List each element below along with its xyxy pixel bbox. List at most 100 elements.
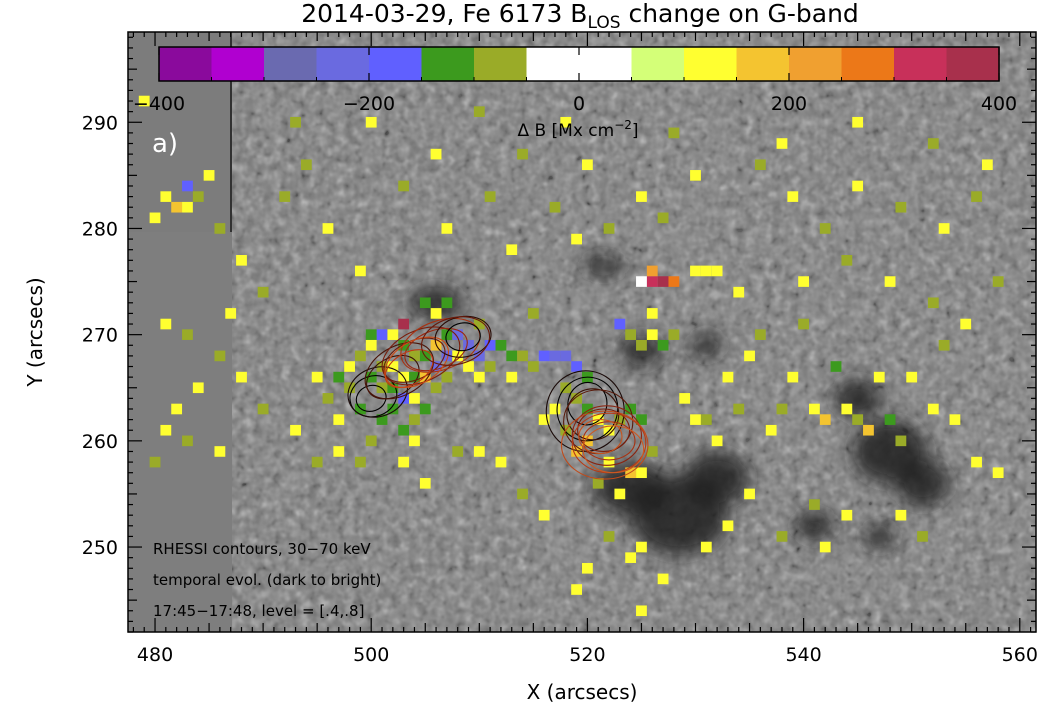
delta-b-pixel-49 [473, 371, 485, 383]
delta-b-pixel-128 [776, 531, 788, 542]
delta-b-pixel-40 [344, 361, 355, 372]
colorbar-cell-1 [211, 47, 265, 81]
delta-b-pixel-208 [927, 138, 939, 149]
delta-b-pixel-35 [419, 371, 431, 383]
delta-b-pixel-175 [300, 159, 312, 171]
delta-b-pixel-33 [387, 361, 399, 372]
delta-b-pixel-2 [398, 393, 410, 404]
delta-b-pixel-151 [236, 371, 247, 383]
delta-b-pixel-51 [322, 393, 334, 404]
delta-b-pixel-103 [744, 350, 755, 362]
rhessi-contour-layer [347, 315, 649, 480]
delta-b-pixel-136 [571, 584, 582, 595]
delta-b-pixel-90 [636, 276, 647, 287]
delta-b-pixel-135 [636, 605, 647, 617]
delta-b-pixel-178 [441, 223, 453, 234]
delta-b-pixel-194 [798, 276, 809, 287]
delta-b-pixel-104 [765, 424, 777, 436]
y-tick-label-3: 280 [82, 218, 118, 240]
delta-b-pixel-180 [506, 244, 518, 256]
colorbar-cell-12 [789, 47, 843, 81]
annotation-line-1: RHESSI contours, 30−70 keV [153, 540, 371, 558]
colorbar-cell-5 [421, 47, 475, 81]
colorbar-tick-label-3: 200 [771, 93, 807, 115]
delta-b-pixel-30 [571, 361, 582, 372]
delta-b-pixel-142 [473, 446, 485, 457]
delta-b-pixel-207 [852, 116, 864, 128]
rhessi-contour-13 [421, 316, 491, 366]
delta-b-pixel-80 [646, 446, 658, 457]
delta-b-pixel-39 [409, 393, 420, 404]
delta-b-pixel-185 [657, 212, 669, 224]
left-strip [128, 232, 232, 632]
x-tick-label-4: 560 [1002, 644, 1038, 666]
delta-b-pixel-85 [646, 308, 658, 319]
delta-b-pixel-148 [311, 456, 323, 468]
delta-b-pixel-20 [452, 329, 464, 340]
delta-b-pixel-192 [938, 223, 950, 234]
delta-b-pixel-87 [646, 276, 658, 287]
delta-b-pixel-43 [387, 329, 399, 340]
colorbar-tick-label-1: −200 [343, 93, 395, 115]
delta-b-pixel-10 [398, 424, 410, 436]
colorbar-cells [159, 47, 1000, 81]
sunspot-9 [582, 255, 626, 277]
delta-b-pixel-197 [927, 297, 939, 309]
delta-b-pixel-61 [506, 371, 518, 383]
delta-b-pixel-48 [441, 371, 453, 383]
delta-b-pixel-149 [290, 424, 301, 436]
delta-b-pixel-82 [646, 329, 658, 340]
delta-b-pixel-147 [333, 446, 345, 457]
delta-b-pixel-70 [636, 414, 647, 425]
delta-b-pixel-129 [744, 488, 755, 500]
colorbar-cell-15 [946, 47, 1000, 81]
delta-b-pixel-209 [981, 159, 993, 171]
delta-b-pixel-17 [441, 329, 453, 340]
colorbar-label: Δ B [Mx cm−2] [517, 118, 638, 141]
delta-b-pixel-53 [333, 414, 345, 425]
y-axis: 250 260 270 280 290 [82, 36, 1036, 633]
delta-b-pixel-206 [290, 116, 301, 128]
delta-b-pixel-109 [819, 414, 831, 425]
delta-b-pixel-170 [225, 308, 237, 319]
delta-b-pixel-83 [657, 339, 669, 351]
delta-b-pixel-25 [506, 350, 518, 362]
rhessi-contour-9 [384, 349, 434, 389]
colorbar-tick-label-2: 0 [573, 93, 585, 115]
delta-b-pixel-7 [333, 371, 345, 383]
y-tick-label-4: 290 [82, 112, 118, 134]
delta-b-pixel-172 [160, 318, 172, 330]
sunspot-5 [833, 379, 882, 418]
delta-b-pixel-86 [657, 276, 669, 287]
delta-b-pixel-189 [819, 223, 831, 234]
annotation-block: RHESSI contours, 30−70 keV temporal evol… [153, 540, 381, 620]
delta-b-pixel-132 [636, 541, 647, 553]
colorbar-cell-13 [841, 47, 895, 81]
rhessi-contour-14 [567, 381, 608, 426]
delta-b-pixel-165 [214, 223, 226, 234]
delta-b-pixel-188 [787, 191, 799, 202]
delta-b-pixel-163 [192, 191, 204, 202]
delta-b-pixel-133 [625, 552, 637, 563]
delta-b-pixel-108 [809, 403, 820, 415]
delta-b-pixel-81 [636, 339, 647, 351]
sunspot-11 [690, 332, 723, 359]
delta-b-pixel-75 [636, 467, 647, 479]
delta-b-pixel-155 [160, 424, 172, 436]
delta-b-pixel-126 [917, 531, 928, 542]
delta-b-pixel-190 [852, 180, 864, 192]
delta-b-pixel-57 [419, 297, 431, 309]
colorbar-cell-7 [526, 47, 580, 81]
delta-b-pixel-101 [711, 435, 723, 447]
sunspot-4 [895, 459, 950, 507]
x-tick-label-1: 500 [353, 644, 389, 666]
delta-b-pixel-111 [841, 403, 853, 415]
delta-b-pixel-89 [646, 265, 658, 277]
delta-b-pixel-29 [560, 350, 572, 362]
delta-b-pixel-204 [473, 106, 485, 117]
delta-b-pixel-97 [690, 414, 701, 425]
delta-b-pixel-93 [690, 265, 701, 277]
rhessi-contour-24 [578, 419, 623, 455]
delta-b-pixel-171 [182, 329, 193, 340]
